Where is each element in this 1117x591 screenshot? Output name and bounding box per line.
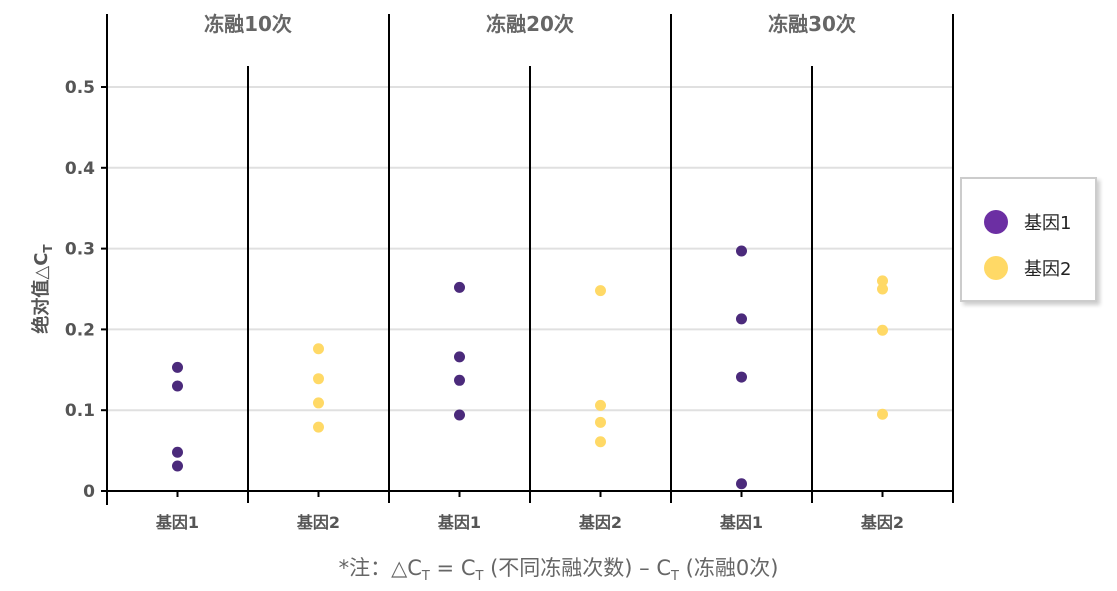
note-text: *注：△C [338, 556, 422, 580]
data-point [172, 361, 183, 373]
data-point [172, 446, 183, 458]
y-tick-label: 0.5 [65, 78, 95, 98]
note-text: = C [429, 556, 476, 580]
data-point [595, 416, 606, 428]
data-point [454, 374, 465, 386]
x-tick-label: 基因1 [437, 513, 481, 532]
data-point [736, 371, 747, 383]
y-label-text: 绝对值△C [31, 252, 53, 334]
data-point [454, 351, 465, 363]
legend-item-gene1[interactable]: 基因1 [984, 209, 1071, 235]
note-sub: T [671, 569, 679, 585]
note-sub: T [421, 569, 430, 585]
x-tick-label: 基因1 [155, 513, 199, 532]
data-point [313, 343, 324, 355]
legend-marker [984, 256, 1008, 280]
data-point [736, 313, 747, 325]
note-text: (冻融0次) [678, 556, 779, 580]
note-sub: T [475, 569, 484, 585]
legend: 基因1 基因2 [960, 177, 1097, 302]
legend-label: 基因2 [1024, 259, 1072, 280]
data-point [877, 324, 888, 336]
x-tick-label: 基因1 [719, 513, 763, 532]
data-point [454, 409, 465, 421]
data-point [313, 421, 324, 433]
data-point [595, 436, 606, 448]
note-text: (不同冻融次数) – C [483, 556, 672, 580]
data-point [454, 281, 465, 293]
legend-label: 基因1 [1024, 213, 1072, 234]
data-point [877, 275, 888, 287]
x-tick-label: 基因2 [578, 513, 622, 532]
y-axis-label: 绝对值△CT [27, 244, 55, 333]
x-tick-label: 基因2 [296, 513, 340, 532]
x-tick-label: 基因2 [860, 513, 904, 532]
data-point [595, 285, 606, 297]
y-label-sub: T [40, 244, 55, 253]
data-point [172, 380, 183, 392]
y-tick-label: 0 [83, 482, 95, 502]
legend-marker [984, 210, 1008, 234]
y-tick-label: 0.1 [65, 401, 95, 421]
data-point [736, 478, 747, 490]
data-point [877, 283, 888, 295]
data-point [313, 397, 324, 409]
data-point [595, 399, 606, 411]
panel-title: 冻融30次 [768, 12, 856, 36]
y-tick-label: 0.2 [65, 320, 95, 340]
footnote: *注：△CT = CT (不同冻融次数) – CT (冻融0次) [0, 552, 1117, 584]
data-point [313, 373, 324, 385]
data-point [172, 460, 183, 472]
legend-item-gene2[interactable]: 基因2 [984, 255, 1071, 281]
y-tick-label: 0.4 [65, 159, 95, 179]
y-tick-label: 0.3 [65, 240, 95, 260]
panel-title: 冻融10次 [204, 12, 292, 36]
panel-title: 冻融20次 [486, 12, 574, 36]
data-point [877, 408, 888, 420]
data-point [736, 245, 747, 257]
